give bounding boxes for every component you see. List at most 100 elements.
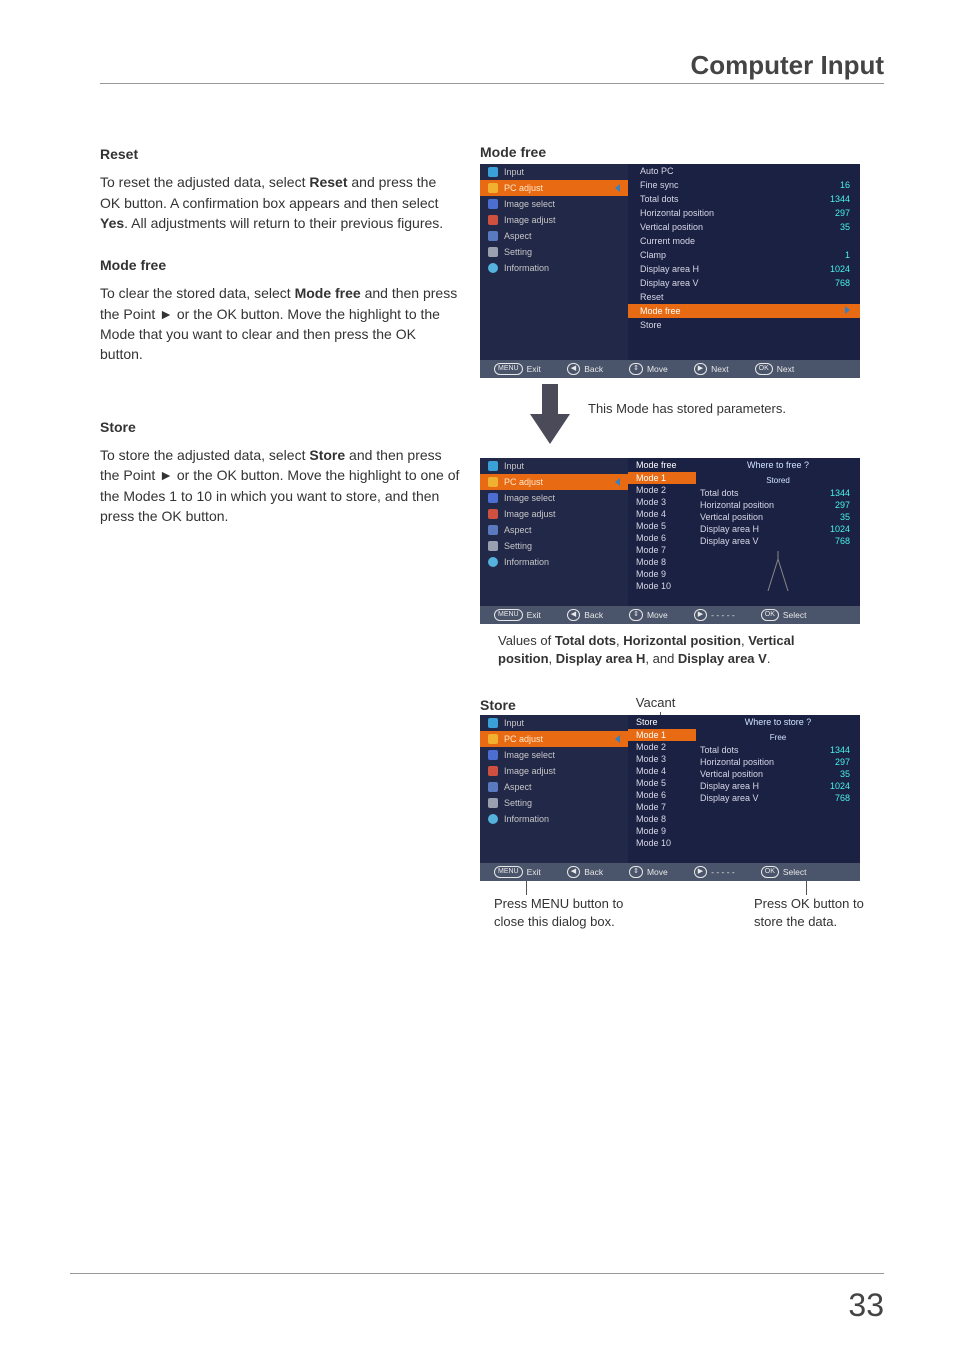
menu-icon: [488, 167, 498, 177]
osd-row[interactable]: Display area V768: [628, 276, 860, 290]
mode-item[interactable]: Mode 7: [628, 544, 696, 556]
osd-row[interactable]: Clamp1: [628, 248, 860, 262]
osd-sidebar-item[interactable]: PC adjust: [480, 474, 628, 490]
osd-row[interactable]: Fine sync16: [628, 178, 860, 192]
menu-icon: [488, 231, 498, 241]
menu-icon: [488, 477, 498, 487]
osd-row[interactable]: Mode free: [628, 304, 860, 318]
mode-item[interactable]: Mode 1: [628, 472, 696, 484]
osd-sidebar-item[interactable]: Information: [480, 811, 628, 827]
osd-sidebar-item[interactable]: Aspect: [480, 522, 628, 538]
mode-item[interactable]: Mode 6: [628, 532, 696, 544]
mode-item[interactable]: Mode 7: [628, 801, 696, 813]
menu-icon: [488, 541, 498, 551]
mode-item[interactable]: Mode 10: [628, 580, 696, 592]
menu-icon: [488, 814, 498, 824]
osd-sidebar-item[interactable]: Setting: [480, 538, 628, 554]
menu-icon: [488, 509, 498, 519]
osd-sidebar-item[interactable]: Image adjust: [480, 763, 628, 779]
mode-item[interactable]: Mode 2: [628, 741, 696, 753]
mode-item[interactable]: Mode 8: [628, 556, 696, 568]
osd-sidebar-item[interactable]: Input: [480, 458, 628, 474]
osd-sidebar-item[interactable]: Aspect: [480, 228, 628, 244]
fig2-hdr-left: Mode free: [628, 458, 696, 472]
arrow-left-icon: [615, 735, 620, 743]
osd-footer-item: ◀Back: [567, 609, 603, 621]
param-row: Display area H1024: [696, 523, 860, 535]
mode-item[interactable]: Mode 1: [628, 729, 696, 741]
fig3-sub: Free: [696, 733, 860, 744]
osd-sidebar-item[interactable]: Input: [480, 715, 628, 731]
arrow-right-icon: [845, 306, 850, 314]
section-title: Computer Input: [690, 50, 884, 80]
fig3-caption-right: Press OK button to store the data.: [754, 895, 884, 931]
osd-footer-item: MENUExit: [494, 363, 541, 375]
menu-icon: [488, 557, 498, 567]
fig3-vacant: Vacant: [636, 695, 676, 710]
osd-row[interactable]: Store: [628, 318, 860, 332]
mode-item[interactable]: Mode 2: [628, 484, 696, 496]
menu-icon: [488, 183, 498, 193]
mode-item[interactable]: Mode 9: [628, 568, 696, 580]
key-icon: MENU: [494, 363, 523, 375]
osd-sidebar-item[interactable]: Information: [480, 260, 628, 276]
page-header: Computer Input: [100, 50, 884, 84]
osd-sidebar-item[interactable]: Image select: [480, 747, 628, 763]
modefree-body: To clear the stored data, select Mode fr…: [100, 283, 460, 364]
param-row: Vertical position35: [696, 511, 860, 523]
param-row: Vertical position35: [696, 768, 860, 780]
key-icon: OK: [755, 363, 773, 375]
mode-item[interactable]: Mode 6: [628, 789, 696, 801]
param-row: Horizontal position297: [696, 756, 860, 768]
osd-sidebar-item[interactable]: Image adjust: [480, 212, 628, 228]
osd-sidebar-item[interactable]: PC adjust: [480, 731, 628, 747]
osd-sidebar-item[interactable]: PC adjust: [480, 180, 628, 196]
osd-sidebar-item[interactable]: Setting: [480, 244, 628, 260]
osd-sidebar-item[interactable]: Aspect: [480, 779, 628, 795]
osd-row[interactable]: Display area H1024: [628, 262, 860, 276]
key-icon: MENU: [494, 866, 523, 878]
mode-item[interactable]: Mode 4: [628, 508, 696, 520]
osd-sidebar-item[interactable]: Setting: [480, 795, 628, 811]
param-row: Total dots1344: [696, 744, 860, 756]
mode-item[interactable]: Mode 8: [628, 813, 696, 825]
osd-row[interactable]: Total dots1344: [628, 192, 860, 206]
osd-sidebar-item[interactable]: Image adjust: [480, 506, 628, 522]
mode-item[interactable]: Mode 3: [628, 753, 696, 765]
menu-icon: [488, 215, 498, 225]
footer-rule: [70, 1273, 884, 1274]
key-icon: MENU: [494, 609, 523, 621]
osd-row[interactable]: Horizontal position297: [628, 206, 860, 220]
fig2-sub: Stored: [696, 476, 860, 487]
osd-row[interactable]: Reset: [628, 290, 860, 304]
fig2-hdr-right: Where to free ?: [696, 458, 860, 472]
down-arrow-icon: [530, 384, 560, 444]
fig3-hdr-right: Where to store ?: [696, 715, 860, 729]
osd-row[interactable]: Current mode: [628, 234, 860, 248]
key-icon: ◀: [567, 866, 580, 878]
menu-icon: [488, 750, 498, 760]
osd-sidebar-item[interactable]: Image select: [480, 490, 628, 506]
osd-sidebar-item[interactable]: Input: [480, 164, 628, 180]
osd-sidebar-item[interactable]: Information: [480, 554, 628, 570]
osd-footer-item: ⇕Move: [629, 363, 668, 375]
osd-row[interactable]: Vertical position35: [628, 220, 860, 234]
osd-footer-item: ▶Next: [694, 363, 729, 375]
mode-item[interactable]: Mode 5: [628, 520, 696, 532]
mode-item[interactable]: Mode 4: [628, 765, 696, 777]
osd-footer-item: MENUExit: [494, 866, 541, 878]
mode-item[interactable]: Mode 9: [628, 825, 696, 837]
key-icon: ⇕: [629, 609, 643, 621]
param-row: Horizontal position297: [696, 499, 860, 511]
key-icon: ▶: [694, 609, 707, 621]
mode-item[interactable]: Mode 3: [628, 496, 696, 508]
mode-item[interactable]: Mode 5: [628, 777, 696, 789]
osd-footer-item: OKSelect: [761, 609, 807, 621]
param-row: Display area V768: [696, 535, 860, 547]
store-body: To store the adjusted data, select Store…: [100, 445, 460, 526]
mode-item[interactable]: Mode 10: [628, 837, 696, 849]
arrow-left-icon: [615, 478, 620, 486]
osd-row[interactable]: Auto PC: [628, 164, 860, 178]
osd-sidebar-item[interactable]: Image select: [480, 196, 628, 212]
reset-heading: Reset: [100, 144, 460, 164]
